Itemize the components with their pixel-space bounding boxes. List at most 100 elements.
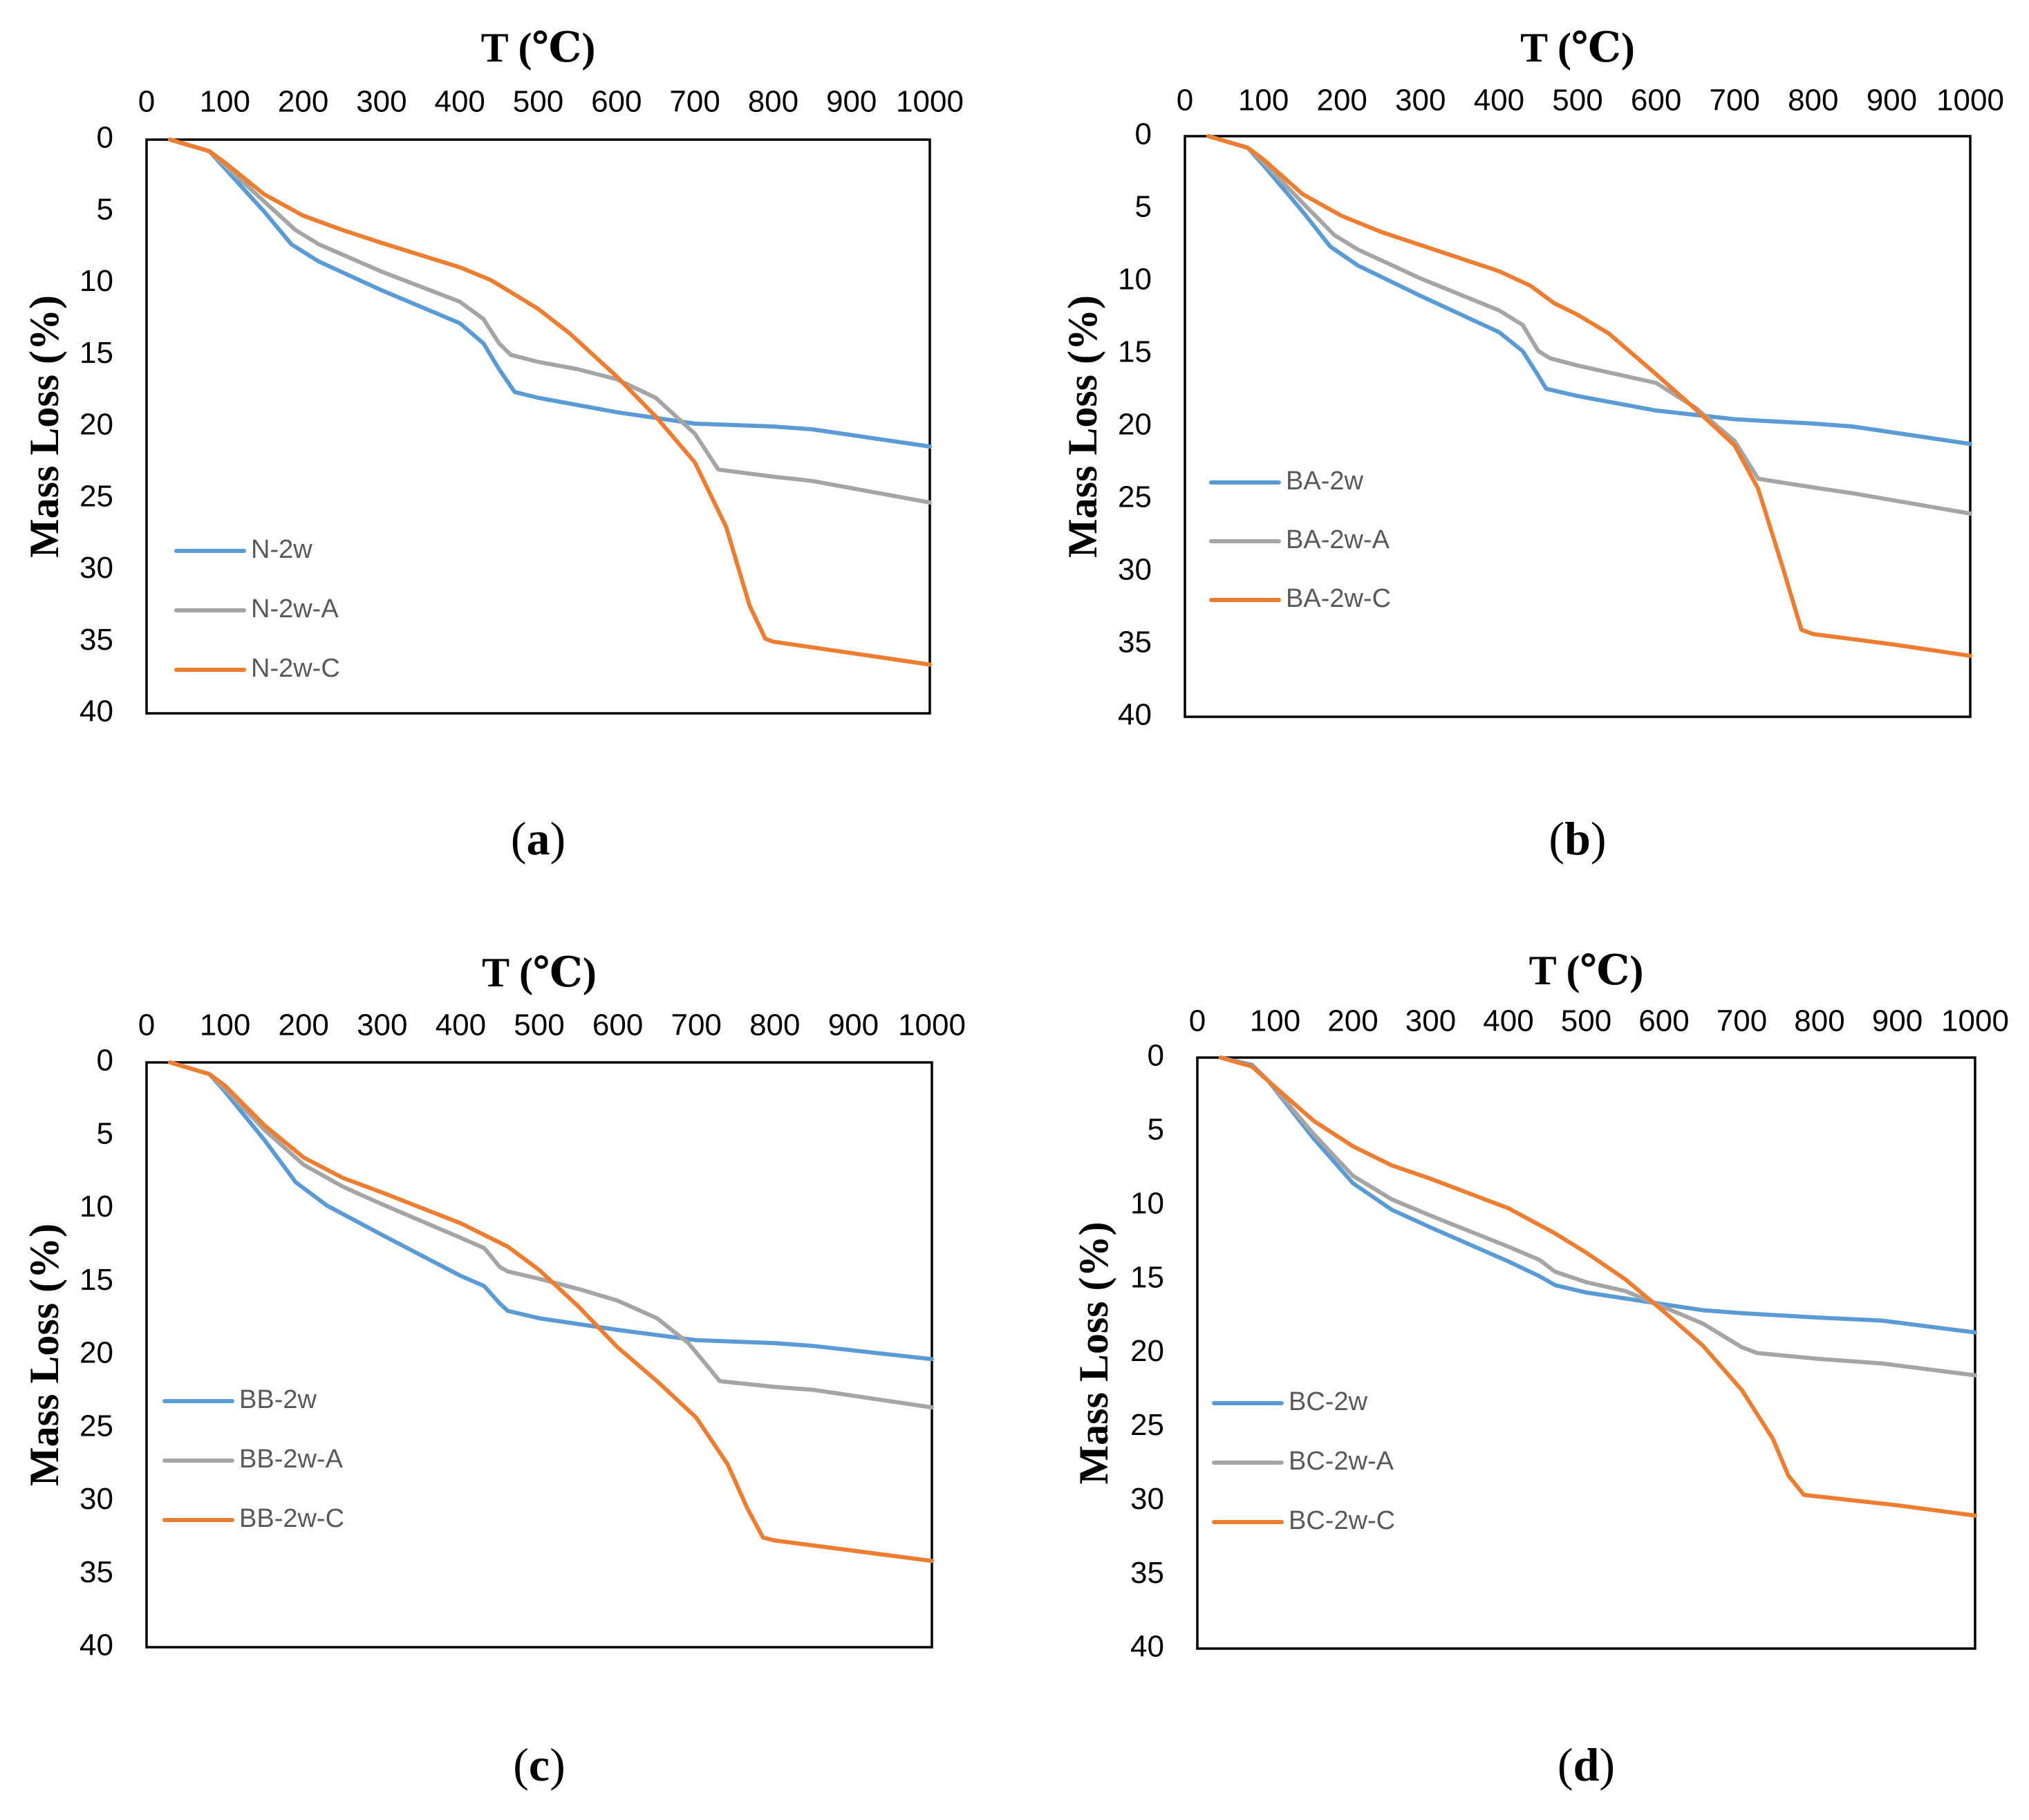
x-tick-label: 100 bbox=[1238, 84, 1289, 118]
x-tick-label: 400 bbox=[436, 1008, 486, 1042]
series-line-n-2w-c bbox=[168, 138, 932, 667]
y-axis-title: Mass Loss (%) bbox=[21, 1223, 67, 1486]
y-tick-label: 0 bbox=[1148, 1039, 1164, 1073]
x-tick-label: 300 bbox=[357, 1008, 407, 1042]
x-tick-label: 700 bbox=[671, 1008, 721, 1042]
y-tick-label: 25 bbox=[80, 1409, 113, 1443]
x-tick-label: 1000 bbox=[898, 1008, 966, 1042]
y-tick-label: 40 bbox=[1118, 698, 1152, 732]
legend-label: N-2w bbox=[251, 535, 312, 564]
x-tick-label: 800 bbox=[1794, 1004, 1844, 1038]
x-tick-label: 500 bbox=[1552, 84, 1602, 118]
y-tick-label: 10 bbox=[80, 1190, 113, 1223]
y-tick-label: 40 bbox=[1130, 1630, 1164, 1664]
x-tick-label: 600 bbox=[1631, 84, 1681, 118]
x-tick-label: 500 bbox=[514, 1008, 564, 1042]
x-tick-label: 100 bbox=[200, 1008, 250, 1042]
chart-panel-d: T (℃)Mass Loss (%)0 100 200 300 400 500 600 700… bbox=[1071, 948, 2009, 1791]
panel-label: (d) bbox=[1558, 1738, 1615, 1791]
x-tick-label: 1000 bbox=[1941, 1004, 2009, 1038]
y-tick-label: 30 bbox=[80, 551, 113, 585]
legend-label: N-2w-C bbox=[251, 654, 340, 683]
y-tick-label: 0 bbox=[97, 1044, 113, 1078]
x-tick-label: 200 bbox=[1316, 84, 1367, 118]
legend-label: BA-2w bbox=[1286, 467, 1363, 496]
x-tick-label: 600 bbox=[591, 85, 642, 119]
y-tick-label: 5 bbox=[1135, 190, 1152, 224]
legend-label: BC-2w-A bbox=[1289, 1447, 1394, 1476]
x-axis-title: T (℃) bbox=[481, 25, 596, 71]
x-tick-label: 1000 bbox=[1936, 84, 2004, 118]
y-tick-label: 25 bbox=[80, 479, 113, 513]
x-tick-label: 300 bbox=[1405, 1004, 1456, 1038]
y-tick-label: 35 bbox=[80, 623, 113, 657]
y-tick-label: 15 bbox=[80, 1263, 113, 1297]
y-tick-label: 10 bbox=[1130, 1186, 1164, 1220]
y-tick-label: 10 bbox=[80, 264, 113, 298]
y-tick-label: 30 bbox=[1130, 1482, 1164, 1516]
legend-label: N-2w-A bbox=[251, 594, 339, 623]
y-tick-label: 5 bbox=[97, 1116, 113, 1150]
x-tick-label: 800 bbox=[1788, 84, 1838, 118]
legend: BA-2w BA-2w-A BA-2w-C bbox=[1209, 467, 1391, 613]
y-axis-title: Mass Loss (%) bbox=[1071, 1221, 1116, 1484]
y-tick-label: 30 bbox=[80, 1482, 113, 1516]
legend: BB-2w BB-2w-A BB-2w-C bbox=[162, 1385, 344, 1533]
y-tick-label: 20 bbox=[80, 408, 113, 442]
legend-label: BB-2w-C bbox=[239, 1504, 344, 1533]
legend: BC-2w BC-2w-A BC-2w-C bbox=[1212, 1387, 1395, 1535]
x-tick-label: 200 bbox=[1327, 1004, 1378, 1038]
series-line-bc-2w-c bbox=[1218, 1056, 1977, 1518]
x-tick-label: 0 bbox=[1177, 84, 1193, 118]
x-tick-label: 800 bbox=[748, 85, 798, 119]
x-tick-label: 200 bbox=[278, 85, 328, 119]
x-tick-label: 400 bbox=[1474, 84, 1524, 118]
y-tick-label: 15 bbox=[1130, 1260, 1164, 1294]
y-tick-label: 15 bbox=[1118, 335, 1152, 369]
y-tick-label: 35 bbox=[1130, 1556, 1164, 1590]
x-tick-label: 900 bbox=[1872, 1004, 1923, 1038]
x-tick-label: 900 bbox=[1867, 84, 1917, 118]
plot-area-frame bbox=[1196, 1056, 1976, 1650]
panel-label: (b) bbox=[1549, 812, 1606, 865]
y-tick-label: 20 bbox=[80, 1336, 113, 1370]
x-tick-label: 1000 bbox=[896, 85, 964, 119]
x-tick-label: 500 bbox=[1561, 1004, 1611, 1038]
x-tick-label: 900 bbox=[828, 1008, 879, 1042]
series-line-ba-2w bbox=[1206, 134, 1972, 447]
series-line-bc-2w-a bbox=[1218, 1056, 1977, 1378]
legend-label: BA-2w-A bbox=[1286, 525, 1390, 554]
y-tick-label: 5 bbox=[1148, 1113, 1164, 1147]
legend: N-2w N-2w-A N-2w-C bbox=[174, 535, 340, 683]
series-line-bb-2w-a bbox=[168, 1060, 934, 1410]
x-tick-label: 900 bbox=[826, 85, 877, 119]
x-tick-label: 100 bbox=[1250, 1004, 1300, 1038]
y-tick-label: 35 bbox=[80, 1555, 113, 1589]
legend-label: BC-2w-C bbox=[1289, 1506, 1395, 1535]
x-tick-label: 700 bbox=[1717, 1004, 1767, 1038]
x-tick-label: 300 bbox=[1395, 84, 1446, 118]
x-axis-title: T (℃) bbox=[1520, 25, 1635, 71]
x-tick-label: 600 bbox=[592, 1008, 643, 1042]
x-tick-label: 300 bbox=[356, 85, 406, 119]
x-tick-label: 100 bbox=[200, 85, 250, 119]
x-axis-title: T (℃) bbox=[482, 950, 597, 995]
series-line-n-2w-a bbox=[168, 138, 932, 505]
y-tick-label: 0 bbox=[97, 121, 113, 155]
x-tick-label: 600 bbox=[1638, 1004, 1689, 1038]
legend-label: BA-2w-C bbox=[1286, 584, 1391, 613]
x-tick-label: 0 bbox=[1189, 1004, 1206, 1038]
y-tick-label: 15 bbox=[80, 336, 113, 370]
series-line-ba-2w-c bbox=[1206, 134, 1972, 658]
y-tick-label: 40 bbox=[80, 1629, 113, 1662]
x-tick-label: 0 bbox=[138, 85, 155, 119]
plot-area-frame bbox=[145, 138, 931, 715]
series-line-n-2w bbox=[168, 138, 932, 449]
y-tick-label: 40 bbox=[80, 695, 113, 729]
x-tick-label: 400 bbox=[1483, 1004, 1533, 1038]
y-tick-label: 0 bbox=[1135, 118, 1152, 151]
panel-label: (c) bbox=[513, 1738, 565, 1791]
y-tick-label: 25 bbox=[1118, 480, 1152, 514]
y-tick-label: 10 bbox=[1118, 263, 1152, 297]
legend-label: BB-2w bbox=[239, 1385, 317, 1414]
